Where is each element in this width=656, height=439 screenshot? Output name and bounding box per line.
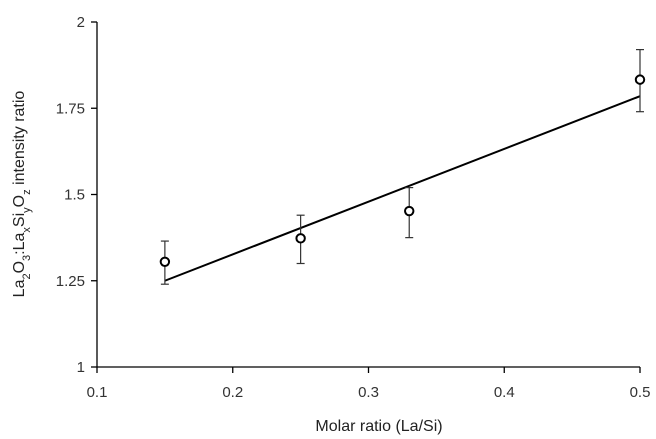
x-tick-label: 0.3 [358,384,379,401]
y-tick-label: 1.5 [64,187,85,204]
y-tick-label: 1 [77,359,85,376]
data-point [159,256,171,267]
data-points [159,74,646,267]
x-tick-label: 0.5 [630,384,651,401]
y-axis-title: La2O3:LaxSiyOz intensity ratio [11,91,33,298]
y-axis-title-part: O [11,261,28,273]
y-axis-title-part: x [21,227,33,233]
y-tick-label: 2 [77,14,85,31]
y-axis-title-part: intensity ratio [11,91,28,190]
y-tick-label: 1.25 [56,273,85,290]
trendline-group [164,95,641,282]
data-point [404,205,415,217]
x-axis-title: Molar ratio (La/Si) [315,418,442,435]
y-axis-title-part: O [11,195,28,207]
y-axis-title-part: Si [11,213,28,227]
y-axis-title-part: y [21,207,33,213]
data-point [634,74,646,85]
y-tick-label: 1.75 [56,100,85,117]
y-axis-title-part: z [21,189,33,195]
ticks [91,21,641,373]
y-axis-title-part: 2 [21,273,33,279]
y-axis-title-part: :La [11,232,28,254]
error-bars [160,48,644,285]
data-point [295,233,306,244]
x-tick-label: 0.2 [222,384,243,401]
x-tick-label: 0.1 [87,384,108,401]
trendline [164,95,641,282]
y-axis-title-part: 3 [21,255,33,261]
tick-labels: 1 1.25 1.5 1.75 2 0.1 0.2 0.3 0.4 0.5 [56,14,651,401]
y-axis-title-part: La [11,279,28,297]
axes [96,22,640,368]
x-tick-label: 0.4 [494,384,515,401]
